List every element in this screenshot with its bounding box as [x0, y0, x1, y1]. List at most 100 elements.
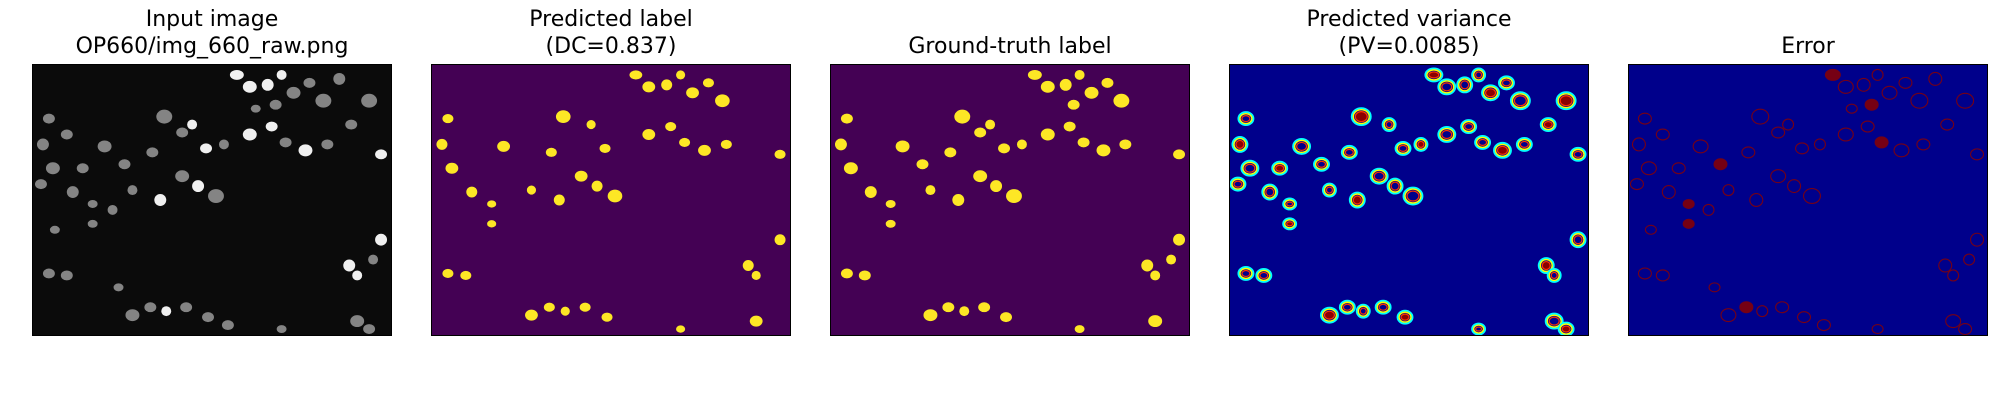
variance-core	[1475, 326, 1483, 332]
segmented-nucleus	[629, 70, 643, 80]
variance-ring	[1482, 86, 1499, 100]
variance-ring	[1352, 108, 1370, 125]
panel-predicted-label: Predicted label (DC=0.837)	[431, 0, 791, 340]
title-line: Error	[1781, 34, 1835, 59]
segmented-nucleus	[1173, 233, 1186, 246]
segmented-nucleus	[1040, 128, 1055, 141]
error-outline	[1739, 301, 1754, 314]
error-outline	[1881, 85, 1898, 100]
nucleus	[107, 204, 118, 215]
variance-ring	[1383, 118, 1395, 131]
segmented-nucleus	[973, 170, 988, 183]
segmented-nucleus	[661, 79, 673, 91]
variance-core	[1513, 95, 1527, 107]
error-outline	[1837, 127, 1854, 142]
variance-ring	[1374, 299, 1392, 315]
variance-ring	[1474, 134, 1492, 150]
variance-ring	[1239, 267, 1253, 280]
nucleus	[36, 138, 49, 151]
error-outline	[1795, 142, 1810, 155]
segmented-nucleus	[1006, 189, 1022, 203]
title-line: Ground-truth label	[908, 34, 1112, 59]
nucleus	[333, 72, 346, 85]
variance-ring	[1230, 176, 1247, 192]
variance-ring	[1541, 118, 1555, 131]
variance-ring	[1555, 91, 1577, 111]
variance-ring	[1239, 112, 1253, 125]
nucleus	[60, 270, 73, 281]
segmented-nucleus	[487, 200, 497, 208]
variance-core	[1354, 111, 1368, 123]
nucleus	[352, 270, 363, 281]
error-outline	[1871, 68, 1884, 81]
error-image	[1629, 65, 1987, 335]
nucleus	[298, 144, 313, 157]
variance-ring	[1517, 138, 1532, 151]
title-line: (DC=0.837)	[545, 34, 677, 59]
segmented-nucleus	[445, 162, 459, 174]
nucleus	[45, 162, 60, 175]
segmented-nucleus	[1040, 80, 1055, 93]
nucleus	[118, 159, 131, 170]
variance-ring	[1388, 179, 1402, 193]
error-outline	[1970, 232, 1985, 247]
variance-core	[1390, 181, 1400, 191]
segmented-nucleus	[990, 180, 1003, 193]
variance-ring	[1471, 322, 1487, 335]
variance-ring	[1498, 75, 1515, 91]
variance-core	[1244, 163, 1256, 173]
variance-ring	[1283, 199, 1296, 209]
error-outline	[1770, 169, 1787, 184]
segmented-nucleus	[642, 81, 656, 93]
segmented-nucleus	[749, 315, 763, 327]
segmented-nucleus	[751, 270, 761, 281]
segmented-nucleus	[586, 119, 596, 130]
variance-ring	[1319, 306, 1339, 324]
error-outline	[1771, 126, 1786, 139]
segmented-nucleus	[942, 302, 955, 313]
variance-ring	[1460, 119, 1478, 134]
panel-title: Predicted variance (PV=0.0085)	[1229, 6, 1589, 60]
segmented-nucleus	[974, 127, 987, 138]
error-outline	[1910, 92, 1929, 109]
variance-ring	[1283, 219, 1296, 229]
error-outline	[1640, 161, 1657, 176]
error-outline	[1860, 120, 1875, 133]
variance-ring	[1544, 312, 1564, 330]
error-outline	[1708, 282, 1721, 293]
segmented-nucleus	[543, 302, 555, 312]
nucleus	[229, 69, 244, 80]
segmented-nucleus	[840, 268, 853, 279]
nucleus	[76, 163, 89, 174]
variance-ring	[1437, 78, 1457, 96]
variance-ring	[1456, 76, 1474, 94]
variance-core	[1344, 148, 1354, 156]
variance-core	[1561, 325, 1571, 333]
error-outline	[1816, 319, 1831, 332]
nucleus	[146, 147, 159, 158]
variance-core	[1441, 82, 1453, 92]
variance-ring	[1242, 161, 1258, 175]
nucleus	[192, 180, 205, 193]
variance-core	[1441, 129, 1453, 140]
variance-ring	[1493, 141, 1512, 159]
variance-ring	[1571, 233, 1585, 247]
variance-ring	[1499, 77, 1514, 89]
nucleus	[176, 127, 189, 138]
nucleus	[343, 259, 356, 272]
variance-core	[1417, 140, 1425, 148]
variance-core	[1233, 180, 1243, 188]
segmented-nucleus	[1148, 315, 1163, 328]
variance-ring	[1338, 299, 1356, 315]
input-image	[33, 65, 391, 335]
segmented-nucleus	[916, 159, 929, 170]
variance-ring	[1559, 323, 1573, 335]
variance-core	[1501, 79, 1512, 87]
error-outline	[1898, 76, 1913, 89]
error-outline	[1938, 258, 1953, 273]
variance-ring	[1263, 185, 1277, 199]
nucleus	[161, 306, 172, 317]
variance-core	[1400, 313, 1410, 321]
variance-core	[1559, 95, 1573, 107]
segmented-nucleus	[487, 220, 497, 228]
